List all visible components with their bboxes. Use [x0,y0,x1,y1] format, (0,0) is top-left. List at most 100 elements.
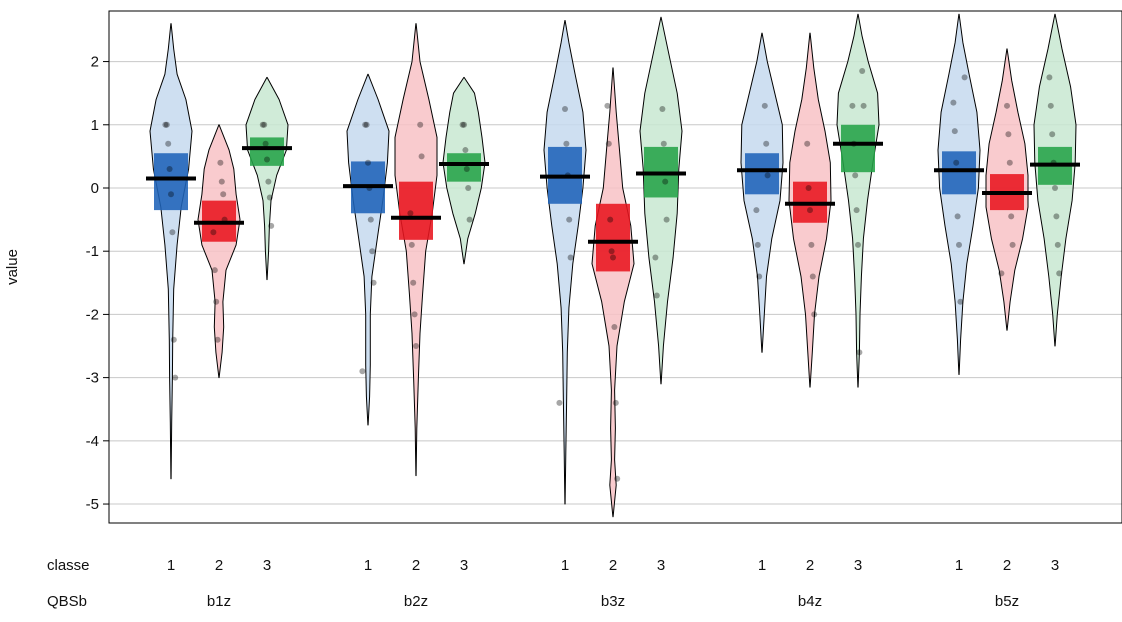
data-point [608,248,615,255]
classe-tick-label: 1 [561,557,569,574]
data-point [462,147,469,154]
data-point [218,178,225,185]
data-point [662,178,669,185]
data-point [807,207,813,214]
data-point [1005,131,1012,138]
data-point [611,324,618,331]
data-point [607,216,614,223]
classe-tick-label: 3 [263,557,271,574]
data-point [461,121,467,128]
group-tick-label: b3z [601,593,625,610]
data-point [653,292,660,299]
ci-box-b1z-classe-3 [250,137,284,166]
data-point [950,99,957,106]
data-point [266,194,273,201]
data-point [811,311,818,318]
classe-tick-label: 3 [1051,557,1059,574]
data-point [808,241,815,248]
classe-tick-label: 3 [460,557,468,574]
data-point [1008,213,1015,220]
data-point [804,140,811,147]
data-point [359,368,366,375]
data-point [1049,131,1056,138]
data-point [954,213,961,220]
data-point [264,156,270,163]
data-point [265,178,272,185]
ci-box-b5z-classe-1 [942,151,976,195]
data-point [369,248,376,255]
data-point [957,298,964,305]
data-point [459,121,466,128]
data-point [465,184,472,191]
y-tick-label: -4 [86,433,99,450]
y-tick-label: -2 [86,306,99,323]
data-point [1054,241,1061,248]
ci-box-b4z-classe-3 [841,124,875,173]
data-point [1047,102,1054,109]
data-point [562,105,568,112]
data-point [756,273,763,280]
classe-tick-label: 1 [364,557,372,574]
data-point [652,254,659,261]
data-point [754,241,761,248]
data-point [856,349,863,356]
data-point [1004,102,1010,109]
data-point [411,311,418,318]
data-point [362,121,369,128]
classe-tick-label: 1 [955,557,963,574]
violin-b1z-classe-1 [149,23,193,480]
violin-b3z-classe-3 [639,16,683,385]
data-point [170,336,177,343]
data-point [220,191,227,198]
data-point [1052,184,1058,191]
y-axis-label: value [4,249,21,285]
data-point [859,68,866,75]
data-point [169,229,176,236]
data-point [953,159,960,166]
y-tick-label: 0 [91,180,99,197]
violin-b1z-classe-2 [197,124,241,379]
data-point [410,279,417,286]
ci-box-b3z-classe-2 [596,203,630,272]
violin-b4z-classe-3 [836,13,880,388]
classe-tick-label: 1 [758,557,766,574]
y-tick-label: 1 [91,117,99,134]
group-tick-label: b5z [995,593,1019,610]
data-point [1006,159,1013,166]
data-point [370,279,377,286]
data-point [855,241,861,248]
violin-b2z-classe-2 [394,23,438,477]
group-tick-label: b4z [798,593,822,610]
data-point [162,121,169,128]
data-point [763,140,770,147]
data-point [268,222,275,229]
data-point [951,128,958,135]
data-point [659,105,666,112]
data-point [563,140,570,147]
classe-tick-label: 3 [657,557,665,574]
data-point [805,184,812,191]
classe-tick-label: 3 [854,557,862,574]
x-axis: classe 1 2 3 1 2 3 1 2 3 1 2 3 1 2 3 QBSb b1z b2z b3z b4z b5z [47,557,1059,610]
ci-box-b4z-classe-1 [745,153,779,195]
data-point [753,207,760,214]
data-point [211,267,218,274]
data-point [567,254,574,261]
point-layer [162,68,1063,482]
data-point [166,166,173,173]
data-point [261,121,268,128]
y-tick-label: 2 [91,54,99,71]
data-point [1056,270,1063,277]
data-point [660,140,667,147]
data-point [463,166,470,173]
y-tick-label: -5 [86,496,99,513]
data-point [663,216,670,223]
data-point [262,140,269,147]
data-point [849,102,856,109]
data-point [604,102,611,109]
classe-tick-label: 1 [167,557,175,574]
data-point [210,229,217,236]
data-point [165,140,172,147]
data-point [363,121,370,128]
